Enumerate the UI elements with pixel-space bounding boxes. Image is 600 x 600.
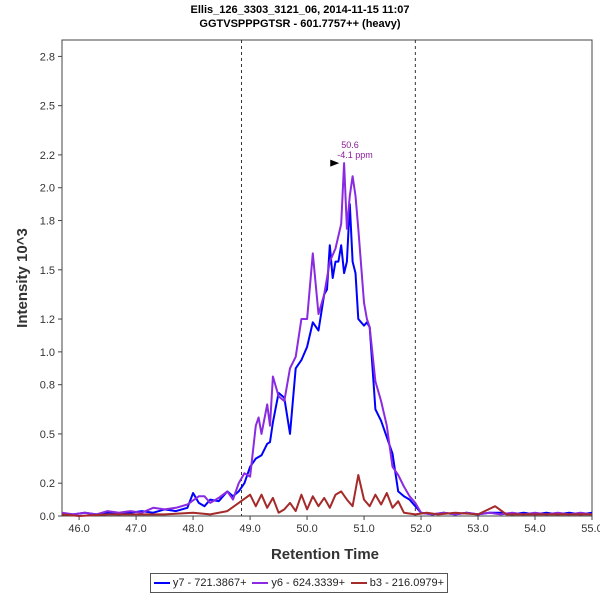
x-tick-label: 53.0 [467, 523, 488, 535]
y-tick-label: 1.5 [40, 265, 55, 277]
legend-item-y7: y7 - 721.3867+ [153, 577, 247, 589]
chart-subtitle: GGTVSPPPGTSR - 601.7757++ (heavy) [199, 18, 400, 30]
y-tick-label: 2.2 [40, 150, 55, 162]
y-tick-label: 1.8 [40, 216, 55, 228]
legend-label: b3 - 216.0979+ [369, 577, 445, 589]
y-axis: 0.0 0.2 0.5 0.8 1.0 1.2 1.5 1.8 2.0 2.2 2.5 2.8 [40, 51, 62, 523]
x-tick-label: 52.0 [410, 523, 431, 535]
legend-swatch [350, 582, 367, 584]
legend-item-b3: b3 - 216.0979+ [350, 577, 445, 589]
x-tick-label: 49.0 [239, 523, 260, 535]
x-axis: 46.0 47.0 48.0 49.0 50.0 51.0 52.0 53.0 54.0 55.0 [68, 516, 600, 535]
peak-boundaries [241, 40, 416, 516]
y-axis-title: Intensity 10^3 [14, 228, 31, 328]
series-line-y6 [61, 162, 593, 516]
legend-item-y6: y6 - 624.3339+ [252, 577, 345, 589]
peak-arrow-icon [330, 159, 340, 167]
legend-swatch [252, 582, 269, 584]
y-tick-label: 0.2 [40, 478, 55, 490]
peak-annotation: 50.6 -4.1 ppm [330, 140, 373, 167]
legend: y7 - 721.3867+ y6 - 624.3339+ b3 - 216.097… [150, 573, 448, 593]
legend-label: y6 - 624.3339+ [271, 577, 346, 589]
legend-label: y7 - 721.3867+ [172, 577, 247, 589]
x-tick-label: 47.0 [125, 523, 146, 535]
legend-swatch [153, 582, 170, 584]
series-line-b3 [61, 474, 592, 517]
x-tick-label: 50.0 [296, 523, 317, 535]
x-axis-title: Retention Time [271, 546, 379, 563]
y-tick-label: 1.2 [40, 314, 55, 326]
y-tick-label: 2.8 [40, 51, 55, 63]
x-tick-label: 48.0 [182, 523, 203, 535]
y-tick-label: 2.5 [40, 101, 55, 113]
chart-title: Ellis_126_3303_3121_06, 2014-11-15 11:07 [191, 4, 410, 16]
y-tick-label: 0.5 [40, 429, 55, 441]
x-tick-label: 55.0 [581, 523, 600, 535]
annotation-rt: 50.6 [341, 140, 359, 150]
x-tick-label: 46.0 [68, 523, 89, 535]
series-lines [61, 162, 593, 517]
y-tick-label: 2.0 [40, 183, 55, 195]
y-tick-label: 0.8 [40, 380, 55, 392]
y-tick-label: 0.0 [40, 511, 55, 523]
x-tick-label: 51.0 [353, 523, 374, 535]
annotation-ppm: -4.1 ppm [337, 150, 373, 160]
y-tick-label: 1.0 [40, 347, 55, 359]
x-tick-label: 54.0 [524, 523, 545, 535]
